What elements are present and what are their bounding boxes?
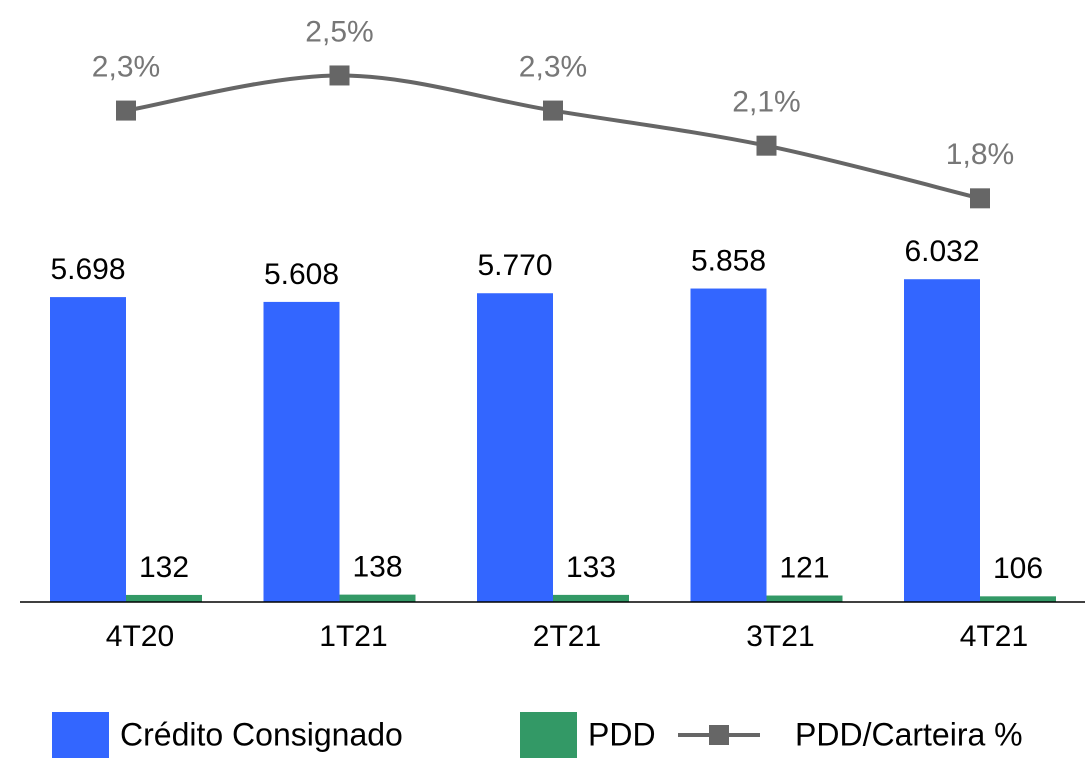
x-tick-label: 4T21: [960, 620, 1028, 653]
x-tick-label: 4T20: [106, 620, 174, 653]
data-label: 6.032: [904, 235, 979, 268]
x-tick-label: 3T21: [746, 620, 814, 653]
line-marker: [329, 65, 350, 86]
data-label: 5.770: [477, 249, 552, 282]
bar: [126, 594, 202, 602]
x-tick-label: 1T21: [319, 620, 387, 653]
bar: [690, 288, 767, 602]
data-label: 133: [566, 551, 616, 584]
data-label: 106: [993, 552, 1043, 585]
data-label: 1,8%: [946, 138, 1014, 171]
bar: [263, 301, 340, 602]
bar: [904, 279, 980, 602]
bar: [980, 596, 1056, 602]
line: [125, 73, 981, 201]
data-label: 138: [352, 551, 402, 584]
data-label: 5.698: [50, 253, 125, 286]
line-marker: [756, 135, 777, 156]
bar: [50, 297, 126, 602]
legend-swatch: [709, 725, 729, 745]
bar: [553, 594, 629, 602]
bar: [339, 594, 416, 602]
data-label: 121: [779, 551, 829, 584]
data-label: 132: [139, 551, 189, 584]
legend-label: Crédito Consignado: [120, 716, 403, 752]
line-marker: [116, 100, 136, 121]
line-marker: [543, 100, 563, 121]
x-tick-label: 2T21: [533, 620, 601, 653]
data-label: 5.608: [264, 258, 339, 291]
legend-label: PDD/Carteira %: [795, 716, 1023, 752]
bar: [766, 595, 843, 602]
data-label: 2,1%: [732, 86, 800, 119]
legend-label: PDD: [588, 716, 656, 752]
data-label: 5.858: [691, 244, 766, 277]
line-marker: [970, 188, 990, 209]
legend-swatch: [520, 712, 577, 758]
bar: [477, 293, 553, 602]
data-label: 2,3%: [92, 50, 160, 83]
data-label: 2,5%: [305, 15, 373, 48]
data-label: 2,3%: [519, 50, 587, 83]
legend-swatch: [52, 712, 109, 758]
